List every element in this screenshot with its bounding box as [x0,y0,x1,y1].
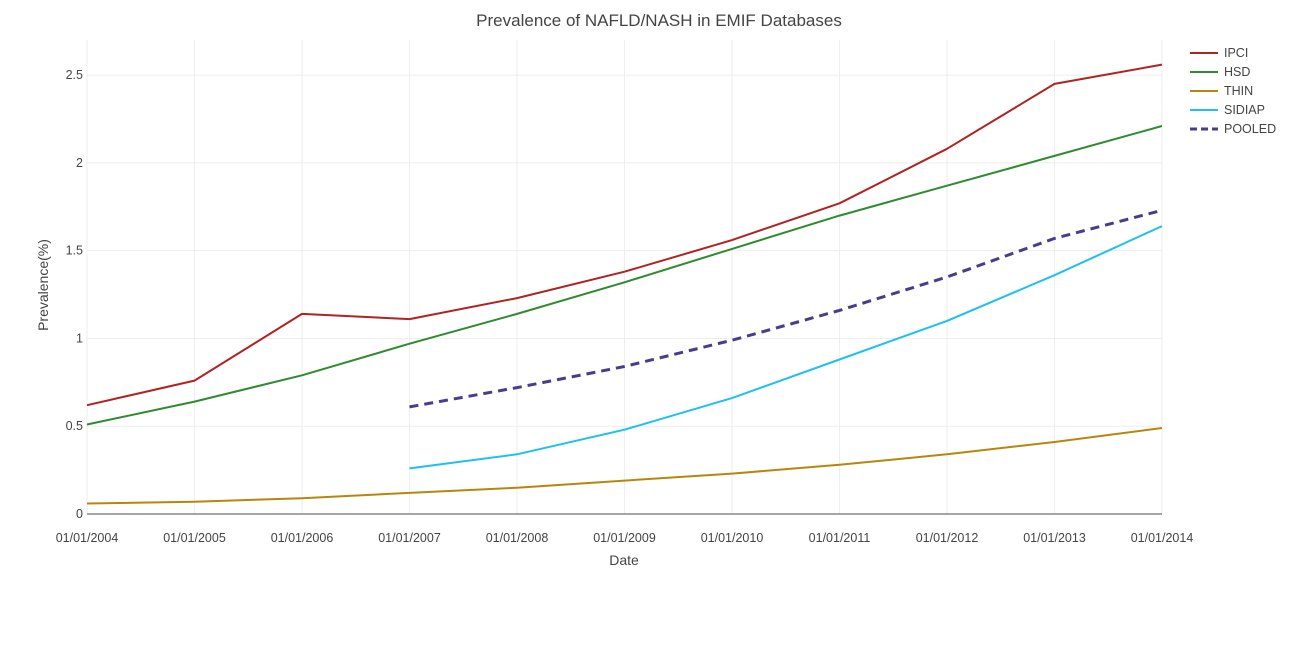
series-line-sidiap[interactable] [409,225,1163,470]
y-tick-label: 2 [76,156,83,170]
legend-item-sidiap[interactable]: SIDIAP [1190,103,1265,117]
legend-label: THIN [1224,84,1253,98]
series-lines [86,63,1163,505]
legend-item-hsd[interactable]: HSD [1190,65,1250,79]
series-line-thin[interactable] [86,427,1163,505]
x-tick-label: 01/01/2012 [916,531,979,545]
legend-item-thin[interactable]: THIN [1190,84,1253,98]
x-tick-label: 01/01/2010 [701,531,764,545]
grid [86,40,1163,514]
legend-item-ipci[interactable]: IPCI [1190,46,1248,60]
legend[interactable]: IPCI HSD THIN SIDIAP POOLED [1190,46,1276,136]
series-line-ipci[interactable] [86,63,1163,407]
x-tick-label: 01/01/2013 [1023,531,1086,545]
y-axis-title: Prevalence(%) [35,239,51,331]
legend-label: HSD [1224,65,1250,79]
legend-label: SIDIAP [1224,103,1265,117]
legend-item-pooled[interactable]: POOLED [1190,122,1276,136]
y-tick-label: 0 [76,507,83,521]
x-tick-label: 01/01/2009 [593,531,656,545]
series-line-hsd[interactable] [86,125,1163,426]
x-tick-label: 01/01/2004 [56,531,119,545]
x-tick-label: 01/01/2006 [271,531,334,545]
series-line-pooled[interactable] [409,208,1163,409]
x-tick-label: 01/01/2007 [378,531,441,545]
x-tick-label: 01/01/2008 [486,531,549,545]
x-axis-title: Date [609,552,639,568]
y-tick-label: 1.5 [66,244,83,258]
y-tick-label: 1 [76,331,83,345]
x-tick-label: 01/01/2014 [1131,531,1194,545]
x-tick-label: 01/01/2005 [163,531,226,545]
x-tick-label: 01/01/2011 [809,531,871,545]
axes: 01/01/2004 01/01/2005 01/01/2006 01/01/2007… [56,68,1194,545]
y-tick-label: 0.5 [66,419,83,433]
legend-label: IPCI [1224,46,1248,60]
legend-label: POOLED [1224,122,1276,136]
y-tick-label: 2.5 [66,68,83,82]
chart-title: Prevalence of NAFLD/NASH in EMIF Databas… [476,11,842,30]
